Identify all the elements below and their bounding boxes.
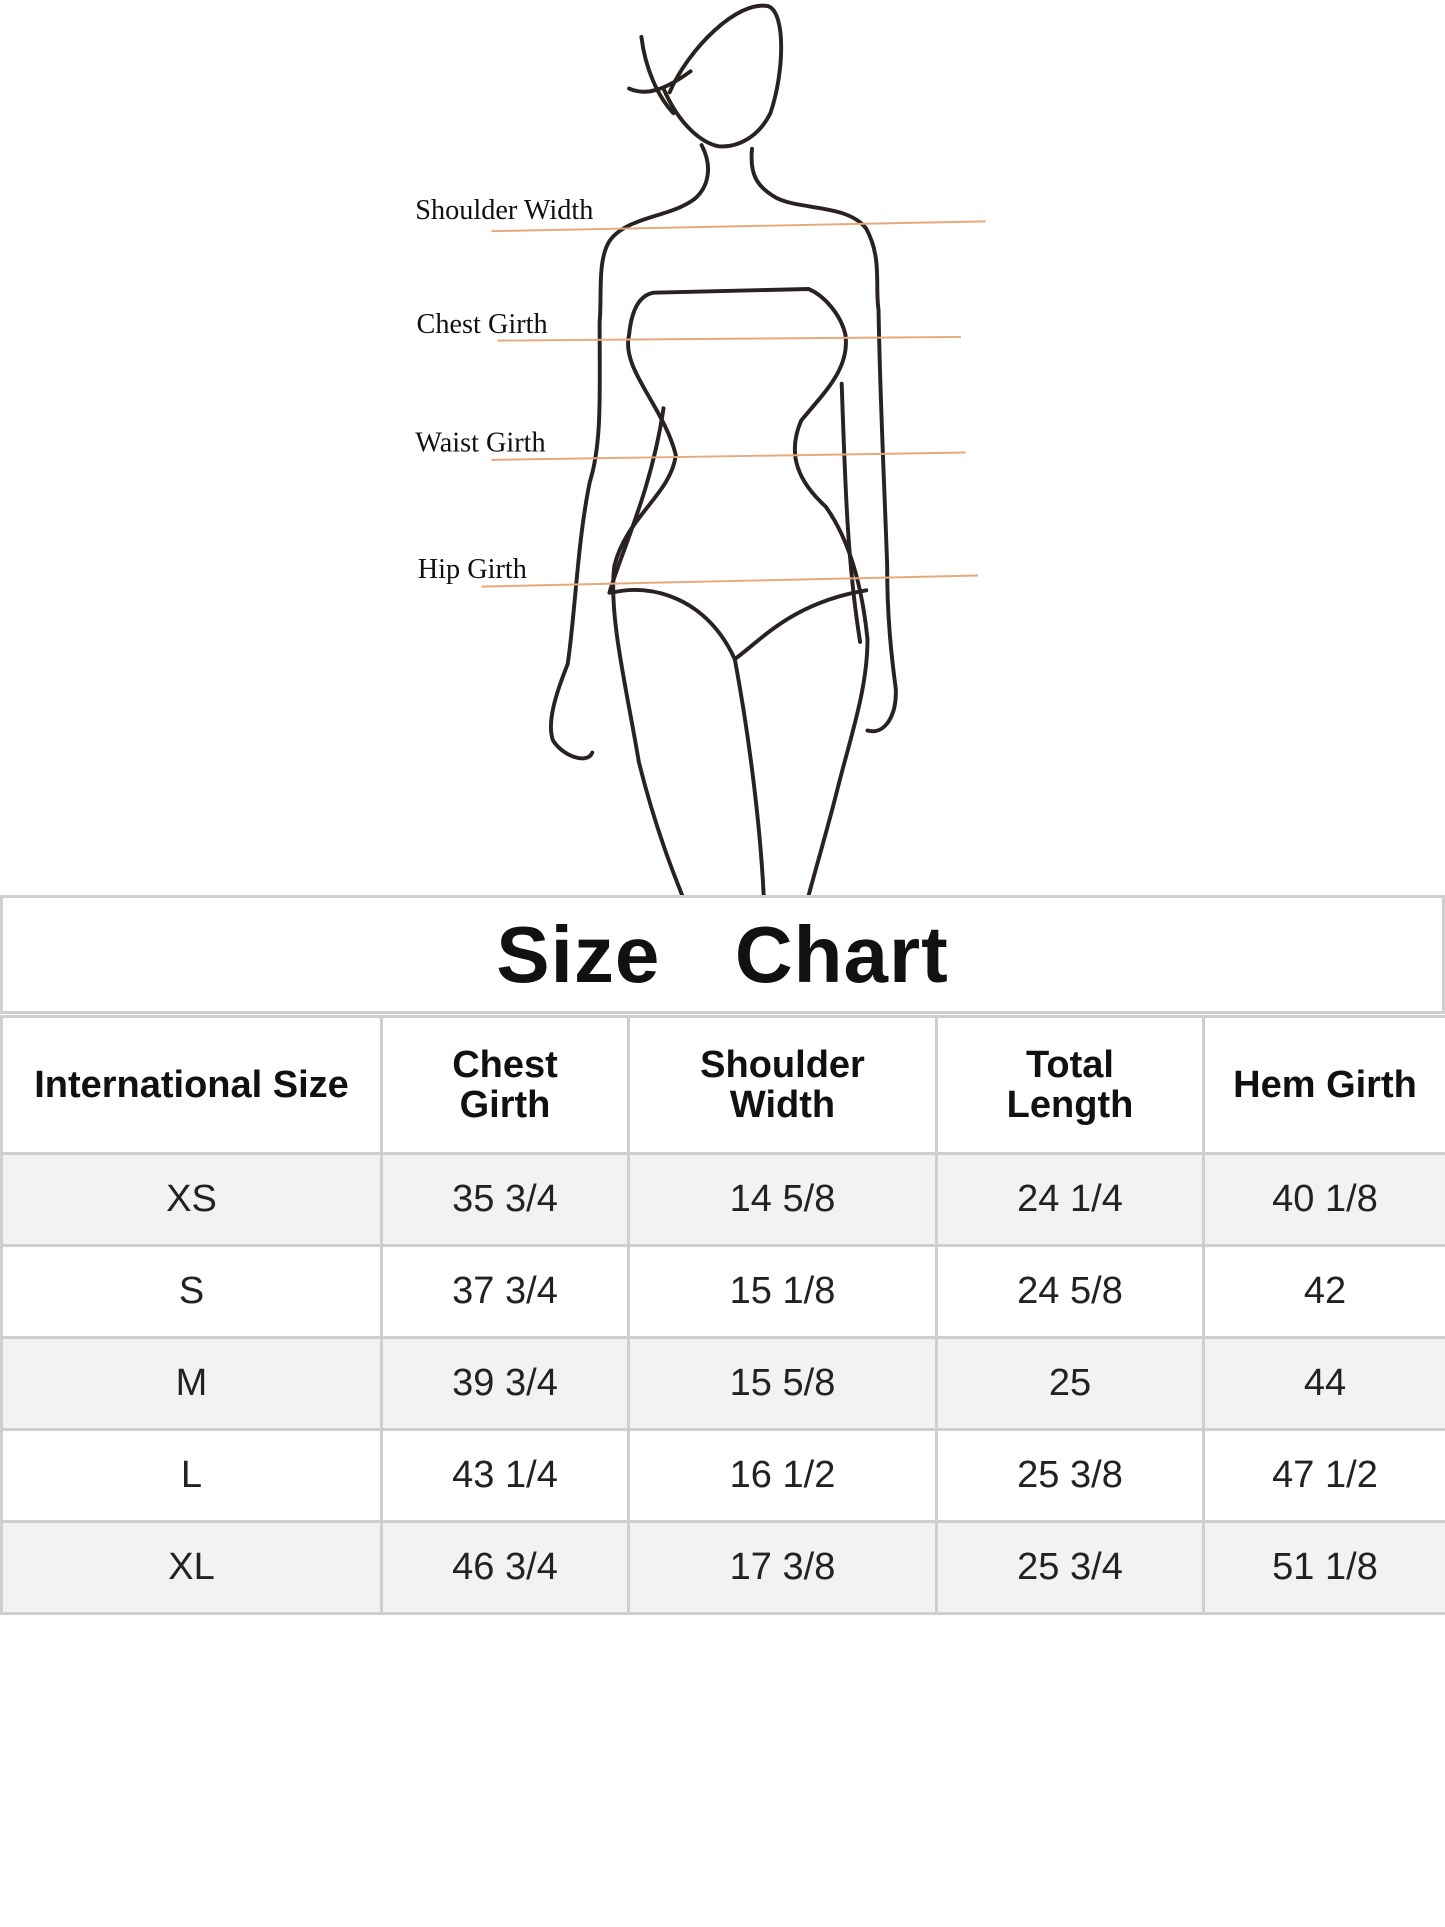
waist-girth-label: Waist Girth	[415, 427, 545, 458]
cell-chest-girth: 46 3/4	[380, 1520, 630, 1615]
header-international-size: International Size	[0, 1015, 383, 1155]
cell-size: XS	[0, 1152, 383, 1247]
cell-hem-girth: 47 1/2	[1202, 1428, 1445, 1523]
header-shoulder-width: Shoulder Width	[627, 1015, 938, 1155]
cell-total-length: 25	[935, 1336, 1205, 1431]
cell-total-length: 24 1/4	[935, 1152, 1205, 1247]
cell-shoulder-width: 15 1/8	[627, 1244, 938, 1339]
table-row: XL 46 3/4 17 3/8 25 3/4 51 1/8	[0, 1520, 1445, 1615]
header-hem-girth: Hem Girth	[1202, 1015, 1445, 1155]
table-row: S 37 3/4 15 1/8 24 5/8 42	[0, 1244, 1445, 1339]
cell-chest-girth: 43 1/4	[380, 1428, 630, 1523]
body-measurement-figure: Shoulder Width Chest Girth Waist Girth H…	[415, 3, 986, 910]
shoulder-width-line	[491, 220, 986, 233]
cell-shoulder-width: 14 5/8	[627, 1152, 938, 1247]
cell-size: M	[0, 1336, 383, 1431]
hip-girth-label: Hip Girth	[418, 554, 527, 585]
size-chart-table: International Size Chest Girth Shoulder …	[0, 1015, 1445, 1615]
cell-shoulder-width: 15 5/8	[627, 1336, 938, 1431]
cell-size: S	[0, 1244, 383, 1339]
cell-chest-girth: 39 3/4	[380, 1336, 630, 1431]
cell-size: L	[0, 1428, 383, 1523]
body-outline	[548, 3, 898, 910]
table-row: M 39 3/4 15 5/8 25 44	[0, 1336, 1445, 1431]
cell-hem-girth: 44	[1202, 1336, 1445, 1431]
cell-shoulder-width: 17 3/8	[627, 1520, 938, 1615]
table-row: L 43 1/4 16 1/2 25 3/8 47 1/2	[0, 1428, 1445, 1523]
header-total-length: Total Length	[935, 1015, 1205, 1155]
cell-shoulder-width: 16 1/2	[627, 1428, 938, 1523]
cell-chest-girth: 37 3/4	[380, 1244, 630, 1339]
cell-total-length: 25 3/8	[935, 1428, 1205, 1523]
cell-size: XL	[0, 1520, 383, 1615]
hip-girth-line	[481, 574, 979, 588]
page-title: Size Chart	[496, 909, 949, 999]
size-chart-title-box: Size Chart	[0, 895, 1445, 1014]
chest-girth-line	[497, 335, 961, 342]
measurement-lines	[481, 220, 986, 588]
cell-total-length: 24 5/8	[935, 1244, 1205, 1339]
table-header-row: International Size Chest Girth Shoulder …	[0, 1015, 1445, 1155]
cell-total-length: 25 3/4	[935, 1520, 1205, 1615]
header-chest-girth: Chest Girth	[380, 1015, 630, 1155]
shoulder-width-label: Shoulder Width	[415, 195, 593, 226]
chest-girth-label: Chest Girth	[417, 309, 548, 340]
cell-hem-girth: 42	[1202, 1244, 1445, 1339]
waist-girth-line	[491, 451, 966, 461]
table-row: XS 35 3/4 14 5/8 24 1/4 40 1/8	[0, 1152, 1445, 1247]
cell-hem-girth: 51 1/8	[1202, 1520, 1445, 1615]
cell-chest-girth: 35 3/4	[380, 1152, 630, 1247]
cell-hem-girth: 40 1/8	[1202, 1152, 1445, 1247]
